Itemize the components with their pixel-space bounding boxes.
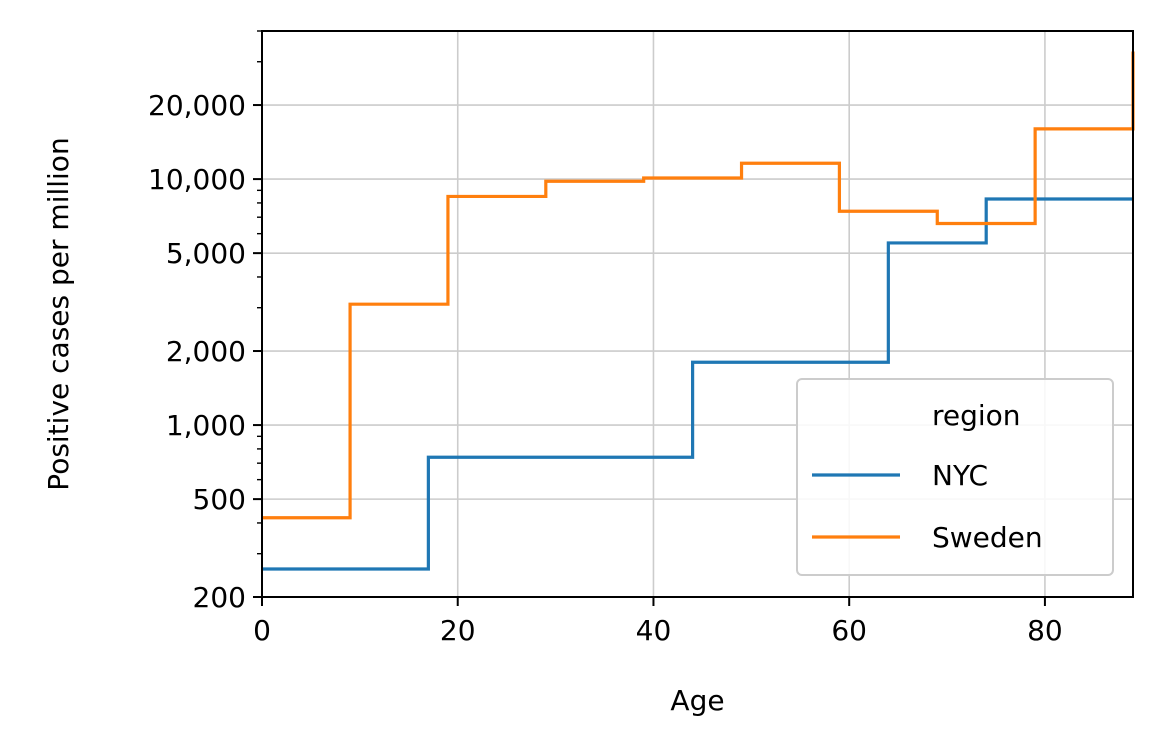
y-axis-ticks: 200 500 1,000 2,000 5,000 10,000 20,000 — [148, 89, 262, 614]
x-axis-ticks: 0 20 40 60 80 — [253, 597, 1063, 647]
legend-entries: NYC Sweden — [812, 459, 1043, 554]
y-tick-label: 1,000 — [166, 409, 246, 442]
y-tick-label: 500 — [193, 483, 246, 516]
y-axis-label: Positive cases per million — [42, 137, 75, 490]
legend-box — [796, 378, 1114, 576]
legend-title: region — [932, 399, 1021, 432]
legend-label: Sweden — [932, 521, 1043, 554]
legend: region NYC Sweden — [796, 378, 1114, 576]
x-tick-label: 40 — [636, 614, 672, 647]
y-tick-label: 5,000 — [166, 237, 246, 270]
series-line-nyc — [262, 197, 1133, 571]
legend-label: NYC — [932, 459, 988, 492]
x-tick-label: 80 — [1027, 614, 1063, 647]
x-tick-label: 60 — [831, 614, 867, 647]
x-tick-label: 20 — [440, 614, 476, 647]
x-tick-label: 0 — [253, 614, 271, 647]
y-tick-label: 200 — [193, 581, 246, 614]
y-tick-label: 2,000 — [166, 335, 246, 368]
plot-frame — [261, 30, 1134, 598]
series-line-sweden — [262, 51, 1135, 520]
y-tick-label: 20,000 — [148, 89, 246, 122]
y-tick-label: 10,000 — [148, 163, 246, 196]
series-lines — [262, 51, 1135, 571]
x-axis-label: Age — [670, 684, 724, 717]
